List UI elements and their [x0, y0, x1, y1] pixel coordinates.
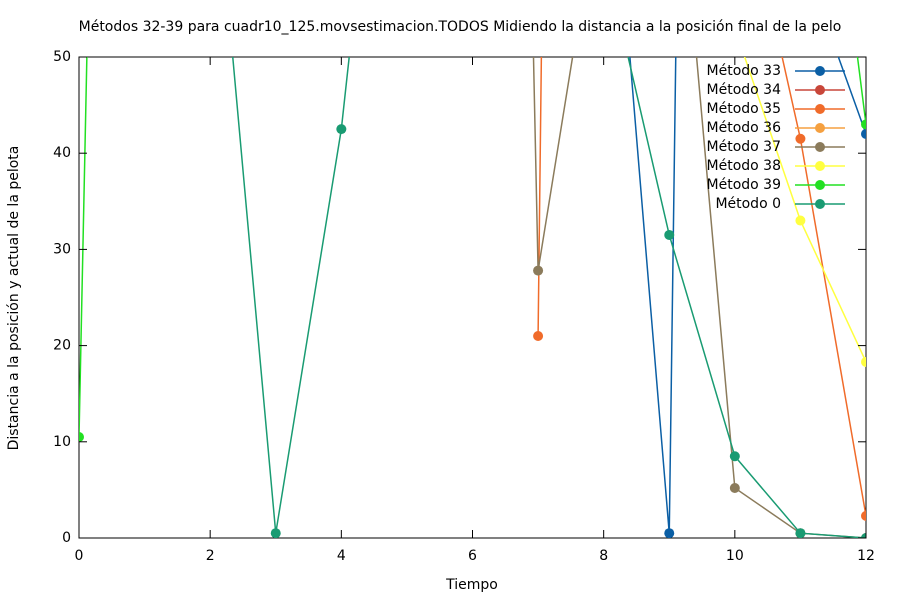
- plot-area: [79, 57, 866, 538]
- x-tick-label: 2: [206, 548, 215, 564]
- data-point: [729, 451, 740, 462]
- x-axis-label: Tiempo: [445, 577, 498, 593]
- data-point: [861, 356, 866, 367]
- legend-label: Método 33: [707, 63, 781, 79]
- y-tick-label: 30: [53, 241, 71, 257]
- y-axis-label: Distancia a la posición y actual de la p…: [6, 146, 22, 451]
- series-line: [537, 57, 866, 517]
- data-point: [336, 124, 347, 135]
- legend-marker: [815, 123, 825, 133]
- y-tick-label: 10: [53, 434, 71, 450]
- y-tick-label: 40: [53, 145, 71, 161]
- x-tick-label: 10: [726, 548, 744, 564]
- legend-marker: [815, 161, 825, 171]
- x-tick-label: 4: [337, 548, 346, 564]
- data-point: [533, 330, 544, 341]
- data-point: [861, 533, 866, 538]
- legend-label: Método 34: [707, 82, 782, 98]
- data-point: [729, 482, 740, 493]
- y-tick-label: 20: [53, 338, 71, 354]
- legend-marker: [815, 142, 825, 152]
- legend-label: Método 37: [707, 139, 781, 155]
- series-line: [532, 57, 866, 538]
- legend-label: Método 39: [707, 177, 781, 193]
- legend-marker: [815, 104, 825, 114]
- y-tick-label: 0: [62, 530, 71, 546]
- data-point: [795, 215, 806, 226]
- legend-label: Método 38: [707, 158, 781, 174]
- data-point: [861, 510, 866, 521]
- series-line: [231, 57, 866, 538]
- legend-marker: [815, 199, 825, 209]
- chart-title: Métodos 32-39 para cuadr10_125.movsestim…: [79, 19, 842, 35]
- data-point: [795, 528, 806, 538]
- data-point: [795, 133, 806, 144]
- legend-marker: [815, 66, 825, 76]
- x-tick-label: 8: [599, 548, 608, 564]
- x-tick-label: 0: [75, 548, 84, 564]
- legend-label: Método 36: [707, 120, 782, 136]
- legend-label: Método 35: [707, 101, 781, 117]
- data-point: [79, 431, 84, 442]
- data-point: [664, 528, 675, 538]
- legend-marker: [815, 180, 825, 190]
- data-point: [861, 128, 866, 139]
- x-tick-label: 12: [857, 548, 875, 564]
- legend-marker: [815, 85, 825, 95]
- data-point: [533, 265, 544, 276]
- series-line: [629, 57, 866, 534]
- legend-label: Método 0: [715, 196, 781, 212]
- data-point: [861, 119, 866, 130]
- data-point: [270, 528, 281, 538]
- y-tick-label: 50: [53, 49, 71, 65]
- data-point: [664, 229, 675, 240]
- x-tick-label: 6: [468, 548, 477, 564]
